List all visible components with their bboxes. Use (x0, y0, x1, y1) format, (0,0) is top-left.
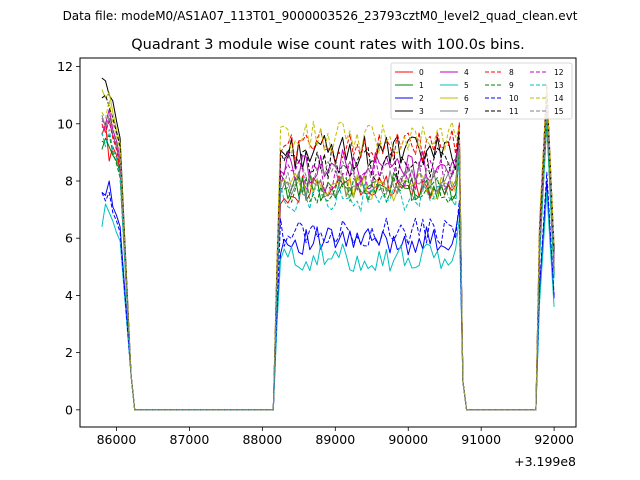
series-line-13 (101, 120, 555, 411)
x-tick-label: 87000 (170, 432, 210, 447)
legend-label-10: 10 (509, 94, 519, 103)
series-line-10 (101, 171, 555, 411)
y-tick-label: 8 (65, 174, 73, 189)
y-tick-label: 12 (57, 59, 73, 74)
x-tick-label: 88000 (242, 432, 282, 447)
legend-label-13: 13 (554, 81, 564, 90)
legend-label-4: 4 (464, 68, 469, 77)
legend-label-11: 11 (509, 107, 519, 116)
y-tick-label: 10 (57, 116, 73, 131)
y-tick-label: 0 (65, 402, 73, 417)
legend-label-9: 9 (509, 81, 514, 90)
legend-label-14: 14 (554, 94, 564, 103)
legend-label-12: 12 (554, 68, 564, 77)
series-line-11 (101, 94, 555, 411)
series-line-9 (101, 117, 555, 411)
series-line-1 (101, 123, 555, 411)
series-line-5 (101, 191, 555, 411)
series-line-14 (101, 89, 555, 411)
series-line-8 (101, 83, 555, 411)
x-tick-label: 91000 (461, 432, 501, 447)
series-line-15 (101, 109, 555, 411)
legend-label-8: 8 (509, 68, 514, 77)
figure-suptitle: Data file: modeM0/AS1A07_113T01_90000035… (63, 9, 578, 23)
legend-label-2: 2 (419, 94, 424, 103)
x-tick-label: 86000 (97, 432, 137, 447)
legend-label-0: 0 (419, 68, 424, 77)
series-line-12 (101, 106, 555, 411)
axes-frame (79, 57, 577, 428)
chart-title: Quadrant 3 module wise count rates with … (131, 37, 525, 53)
legend-label-7: 7 (464, 107, 469, 116)
legend-label-1: 1 (419, 81, 424, 90)
series-line-3 (101, 77, 555, 411)
y-tick-label: 6 (65, 231, 73, 246)
legend-label-15: 15 (554, 107, 564, 116)
legend-box (390, 62, 573, 120)
legend-label-5: 5 (464, 81, 469, 90)
legend-label-3: 3 (419, 107, 424, 116)
legend-label-6: 6 (464, 94, 469, 103)
series-line-6 (101, 89, 555, 411)
x-tick-label: 90000 (388, 432, 428, 447)
x-offset-label: +3.199e8 (514, 454, 576, 469)
x-tick-label: 92000 (534, 432, 574, 447)
plot-area: 86000 87000 88000 89000 90000 91000 92000 0 2 4 6 8… (57, 57, 577, 447)
x-tick-label: 89000 (315, 432, 355, 447)
y-tick-label: 2 (65, 345, 73, 360)
y-tick-label: 4 (65, 288, 73, 303)
